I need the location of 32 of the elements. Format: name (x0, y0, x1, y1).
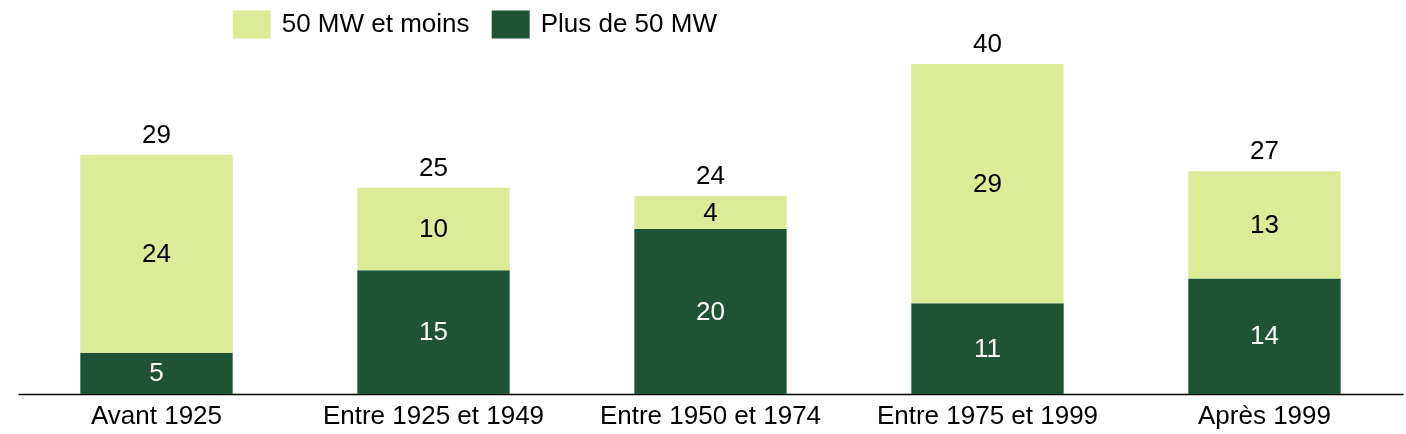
data-label: 5 (149, 357, 164, 388)
total-label: 40 (973, 28, 1002, 58)
total-label: 27 (1250, 135, 1279, 166)
x-tick-label: Entre 1950 et 1974 (599, 399, 822, 430)
bar (357, 187, 510, 271)
data-label: 11 (974, 332, 1001, 363)
x-tick-label: Avant 1925 (90, 399, 223, 430)
bar (1188, 171, 1341, 279)
bar (634, 229, 787, 394)
data-label: 24 (142, 237, 171, 268)
data-label: 13 (1250, 208, 1279, 239)
data-label: 10 (419, 213, 448, 243)
x-tick-label: Après 1999 (1198, 399, 1331, 430)
data-label: 4 (703, 196, 718, 227)
x-tick-label: Entre 1975 et 1999 (876, 399, 1099, 430)
data-label: 29 (973, 167, 1002, 198)
bar (1188, 278, 1341, 394)
total-label: 25 (419, 151, 448, 182)
bar (911, 303, 1064, 394)
bar (357, 270, 510, 394)
bar (80, 154, 233, 353)
bar (911, 64, 1064, 304)
x-tick-label: Entre 1925 et 1949 (322, 399, 545, 430)
total-label: 29 (142, 118, 171, 149)
data-label: 14 (1250, 320, 1279, 351)
legend-label: Plus de 50 MW (540, 8, 718, 39)
data-label: 20 (696, 295, 725, 326)
data-label: 15 (419, 316, 448, 347)
total-label: 24 (696, 160, 725, 190)
legend-label: 50 MW et moins (281, 8, 470, 39)
bar (80, 352, 233, 394)
bar (634, 196, 787, 229)
